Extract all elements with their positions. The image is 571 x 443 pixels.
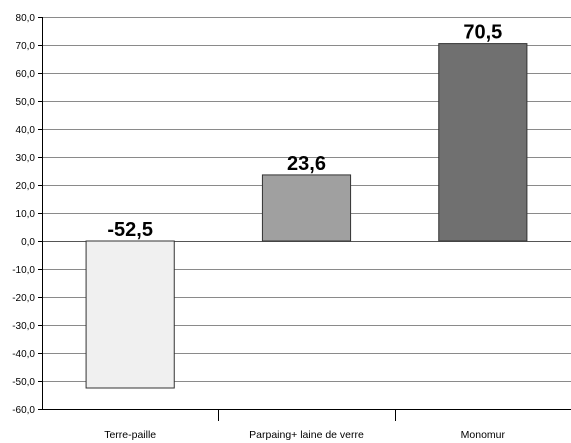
y-tick-label: 30,0 [16, 153, 36, 164]
x-tick-label: Monomur [461, 429, 506, 441]
y-tick-label: -60,0 [12, 405, 35, 416]
y-tick-label: 20,0 [16, 181, 36, 192]
x-tick-label: Parpaing+ laine de verre [249, 429, 364, 441]
y-tick-label: -10,0 [12, 265, 35, 276]
data-label: 70,5 [463, 22, 502, 44]
bar-0 [85, 240, 175, 389]
y-tick-label: 10,0 [16, 209, 36, 220]
x-tick-label: Terre-paille [104, 429, 156, 441]
y-tick-label: 60,0 [16, 69, 36, 80]
y-tick-label: 80,0 [16, 13, 36, 24]
bars [85, 43, 528, 389]
bar-2 [438, 43, 528, 242]
y-tick-label: 50,0 [16, 97, 36, 108]
labels: 80,0 70,0 60,0 50,0 40,0 30,0 20,0 10,0 0,0 -10,0… [12, 13, 505, 441]
axes [38, 17, 571, 421]
y-tick-label: -20,0 [12, 293, 35, 304]
y-tick-label: -30,0 [12, 321, 35, 332]
data-label: 23,6 [287, 153, 326, 175]
y-tick-label: -50,0 [12, 377, 35, 388]
y-tick-label: 40,0 [16, 125, 36, 136]
y-tick-label: -40,0 [12, 349, 35, 360]
y-tick-label: 0,0 [21, 237, 35, 248]
y-tick-label: 70,0 [16, 41, 36, 52]
data-label: -52,5 [107, 219, 153, 241]
bar-1 [261, 174, 352, 242]
